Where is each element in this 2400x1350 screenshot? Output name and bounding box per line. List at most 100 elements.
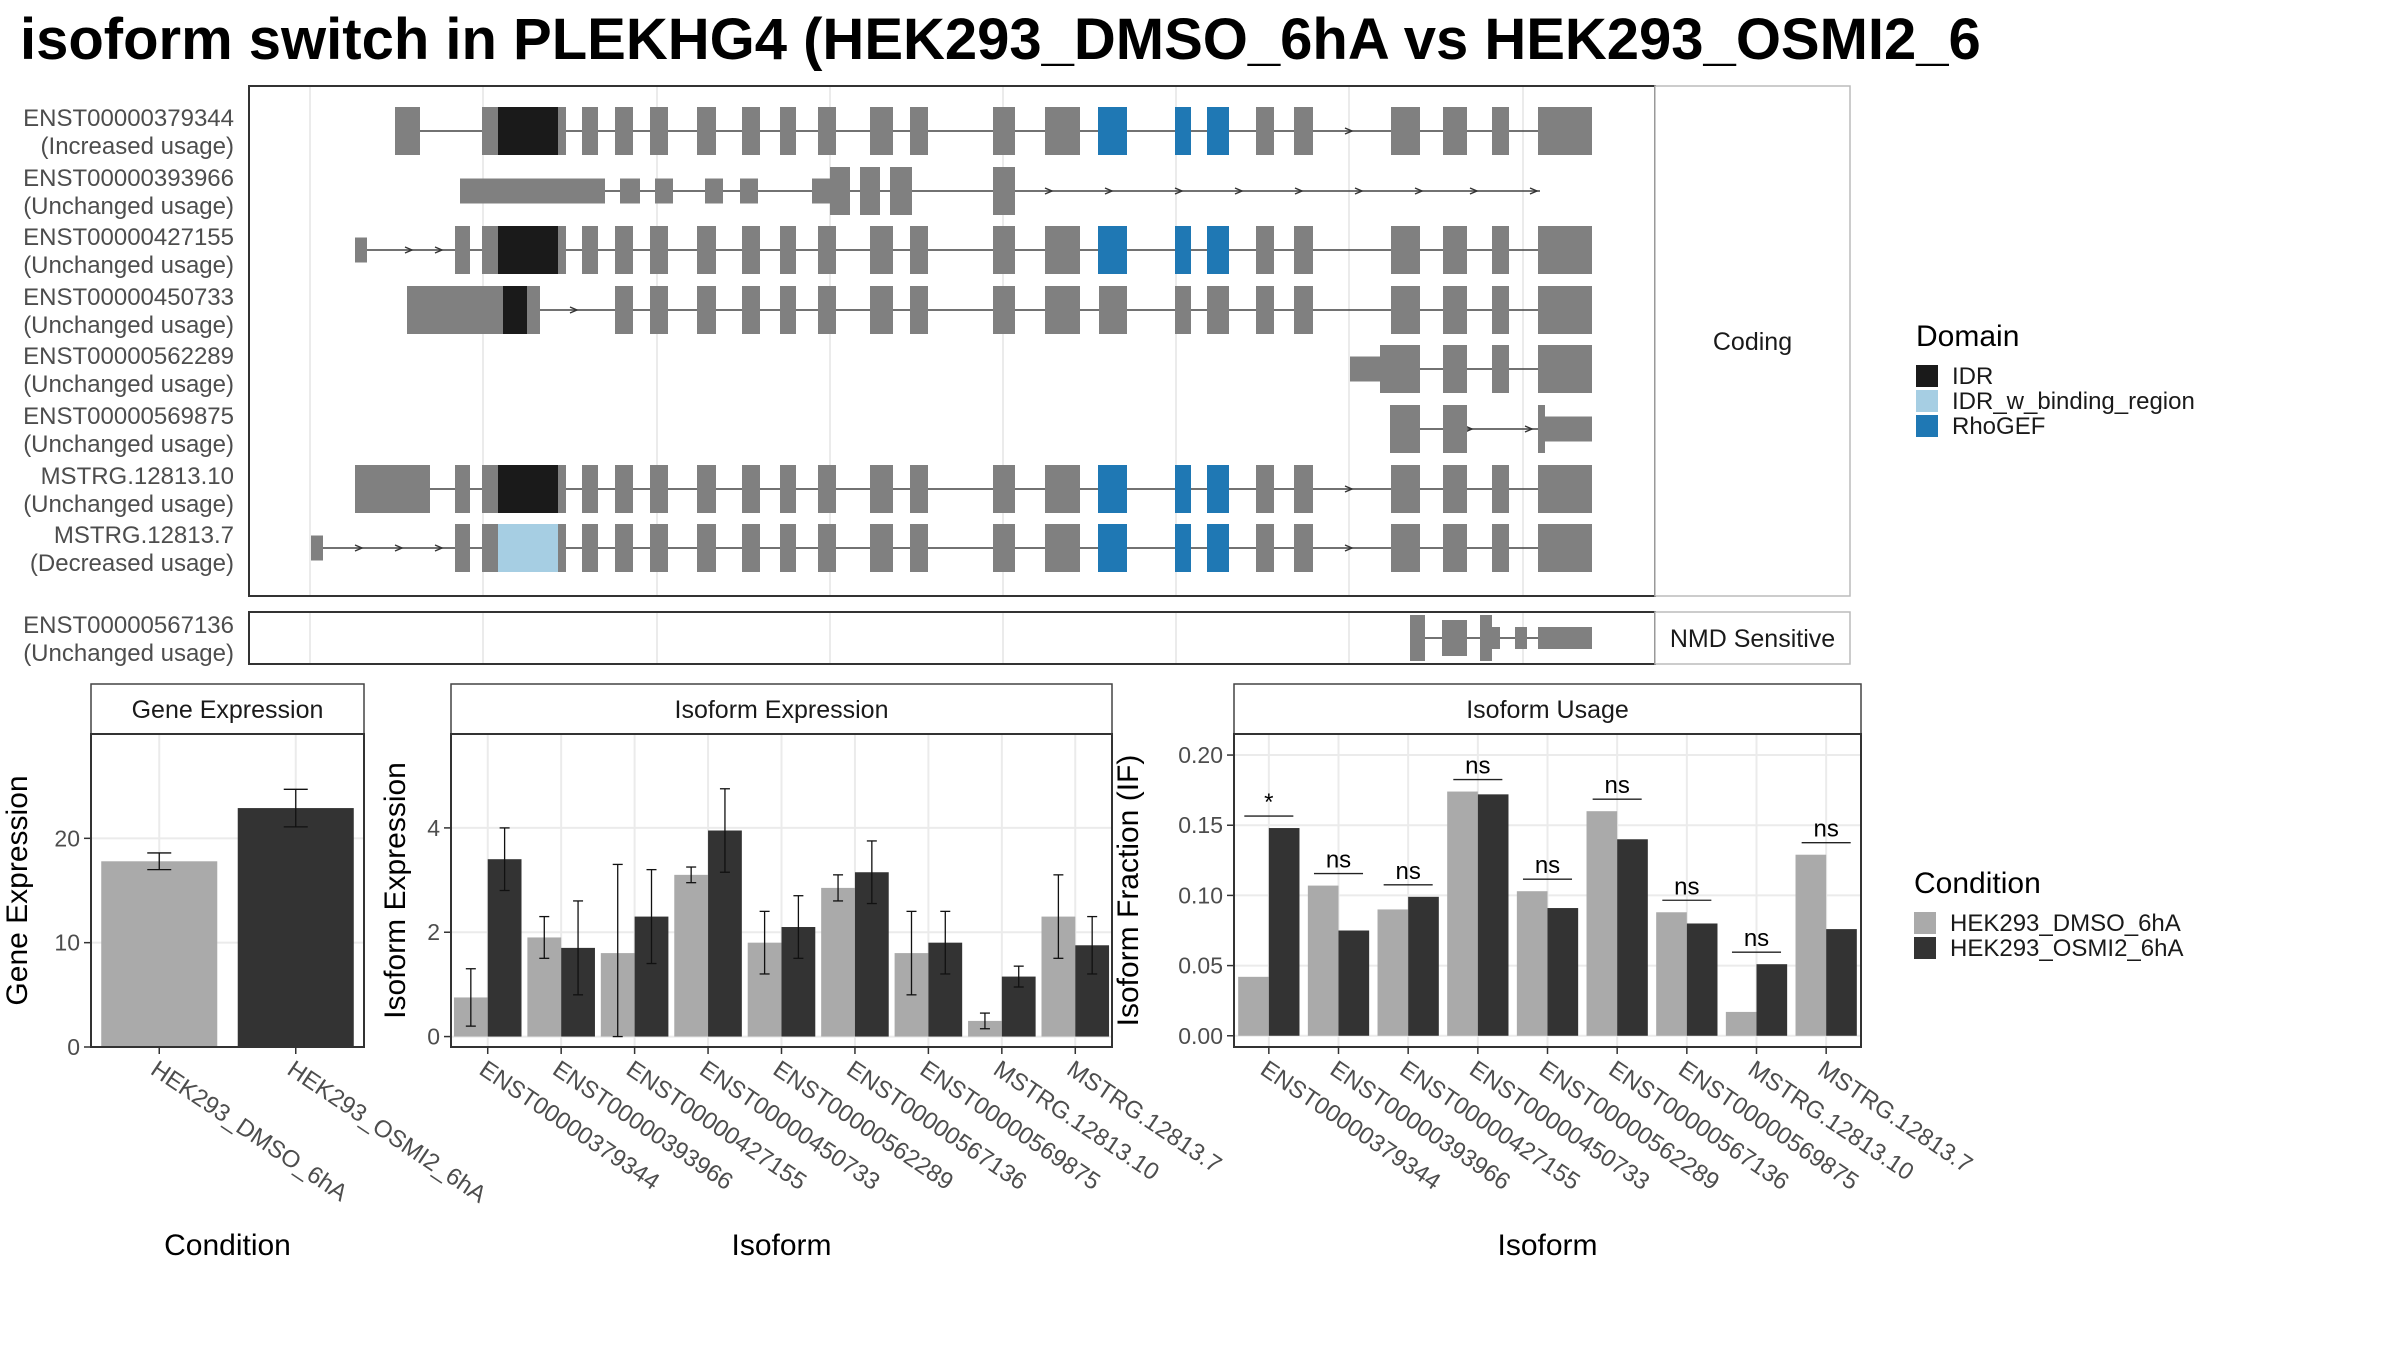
bar [821, 887, 855, 1037]
bar [237, 808, 354, 1047]
bar [1516, 891, 1548, 1036]
exon [1492, 226, 1509, 274]
bar [1268, 828, 1300, 1036]
strand-arrow [1344, 127, 1354, 135]
exon [1443, 405, 1467, 453]
exon [1207, 286, 1229, 334]
exon [993, 167, 1015, 215]
significance-label: ns [1395, 858, 1420, 885]
exon [1492, 107, 1509, 155]
domain-region [1098, 226, 1127, 274]
exon [1045, 524, 1080, 572]
nmd-strip [1654, 611, 1851, 665]
exon [1256, 286, 1274, 334]
exon [1545, 416, 1592, 442]
isoform-expression-chart: Isoform Expression024ENST00000379344ENST… [379, 683, 1226, 1262]
error-bar [793, 895, 804, 959]
exon [650, 226, 668, 274]
domain-region [503, 286, 527, 334]
exon [455, 226, 470, 274]
significance-label: ns [1744, 925, 1769, 952]
bar [1686, 923, 1718, 1036]
y-axis-title: Isoform Expression [379, 762, 412, 1019]
transcript-usage-label: (Increased usage) [41, 133, 234, 160]
transcript-row-nmd [1410, 615, 1592, 661]
error-bar [147, 852, 172, 871]
exon [620, 178, 640, 204]
exon [1443, 345, 1467, 393]
domain-region [1175, 226, 1191, 274]
y-tick-label: 0.20 [1178, 742, 1223, 768]
strand-arrow [1104, 187, 1114, 195]
panel-strip [450, 683, 1113, 735]
exon [1492, 465, 1509, 513]
strand-arrow [1294, 187, 1304, 195]
exon [1256, 524, 1274, 572]
exon [818, 107, 836, 155]
exon [650, 465, 668, 513]
exon [705, 178, 723, 204]
strand-arrow [1464, 425, 1474, 433]
exon [1391, 226, 1420, 274]
strand-arrow [1044, 187, 1054, 195]
exon [818, 226, 836, 274]
strand-arrow [434, 544, 444, 552]
y-tick-label: 0 [427, 1024, 440, 1050]
legend-label: HEK293_DMSO_6hA [1950, 910, 2181, 937]
exon [870, 286, 893, 334]
exon [890, 167, 912, 215]
legend-swatch [1916, 390, 1938, 412]
transcript-id-label: ENST00000567136 [23, 612, 234, 639]
bar [1826, 929, 1857, 1036]
panel-title: Gene Expression [132, 696, 324, 724]
exon [1492, 627, 1500, 649]
strand-arrow [434, 246, 444, 254]
error-bar [1087, 915, 1098, 975]
legend-label: IDR_w_binding_region [1952, 388, 2195, 415]
exon [1256, 107, 1274, 155]
exon [780, 465, 796, 513]
exon [655, 178, 673, 204]
x-axis-title: Condition [164, 1229, 291, 1262]
exon [780, 107, 796, 155]
exon [742, 465, 760, 513]
significance-label: ns [1674, 873, 1699, 900]
exon [1538, 107, 1592, 155]
exon [740, 178, 758, 204]
exon [1395, 405, 1420, 453]
domain-region [1207, 524, 1229, 572]
error-bar [719, 788, 730, 873]
transcript-row [1390, 405, 1592, 453]
panel-border [1233, 733, 1862, 1048]
error-bar [866, 840, 877, 905]
exon [395, 107, 420, 155]
exon [1294, 107, 1313, 155]
exon [1443, 286, 1467, 334]
exon [1515, 627, 1527, 649]
chart-title: isoform switch in PLEKHG4 (HEK293_DMSO_6… [20, 7, 1981, 72]
isoform-usage-chart: Isoform Usage0.000.050.100.150.20*ENST00… [1112, 683, 1977, 1262]
exon [582, 465, 598, 513]
exon [1390, 405, 1395, 453]
panel-title: Isoform Usage [1466, 696, 1629, 724]
exon [818, 524, 836, 572]
panel-strip [90, 683, 365, 735]
exon [482, 226, 498, 274]
x-axis-title: Isoform [731, 1229, 831, 1262]
significance-label: ns [1326, 847, 1351, 874]
exon [1391, 465, 1420, 513]
strand-arrow [1174, 187, 1184, 195]
exon [1443, 226, 1467, 274]
exon [870, 524, 893, 572]
exon [482, 107, 498, 155]
error-bar [499, 827, 510, 892]
exon [1175, 286, 1191, 334]
panel-title: Isoform Expression [675, 696, 889, 724]
transcript-usage-label: (Unchanged usage) [23, 312, 234, 339]
exon [1538, 465, 1592, 513]
y-tick-label: 0.10 [1178, 882, 1223, 908]
gene-expression-chart: Gene Expression01020HEK293_DMSO_6hAHEK29… [1, 683, 491, 1262]
exon [818, 286, 836, 334]
error-bar [646, 868, 657, 965]
